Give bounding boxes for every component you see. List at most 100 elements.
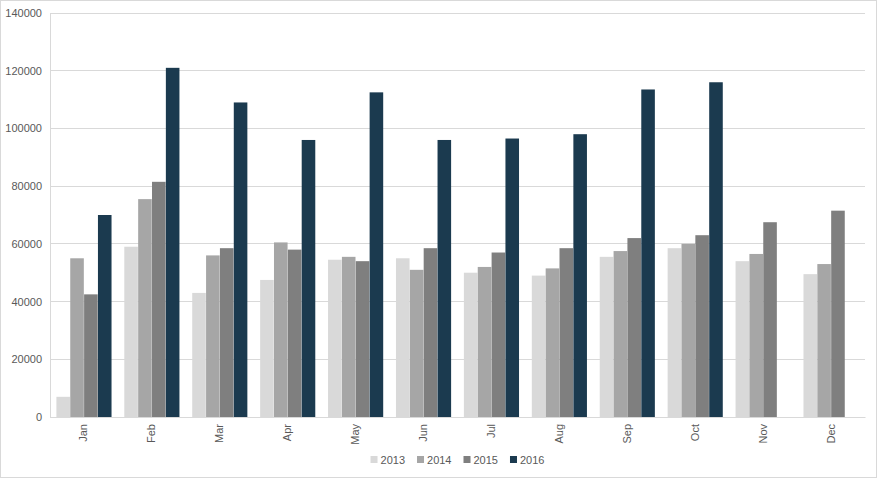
legend-swatch bbox=[371, 456, 378, 463]
y-tick: 120000 bbox=[5, 65, 50, 77]
x-tick-label: Sep bbox=[621, 424, 633, 444]
bar bbox=[98, 215, 112, 417]
bar bbox=[505, 139, 519, 417]
chart: 0 20000 40000 60000 80000 100000 120000 140000 J… bbox=[0, 0, 877, 478]
legend-swatch bbox=[417, 456, 424, 463]
grid-line bbox=[50, 13, 865, 14]
bar bbox=[84, 294, 98, 417]
legend-swatch bbox=[464, 456, 471, 463]
x-tick-label: Mar bbox=[213, 424, 225, 443]
grid bbox=[50, 13, 865, 417]
legend-item: 2015 bbox=[464, 454, 498, 466]
y-tick-label: 0 bbox=[36, 411, 42, 423]
bar bbox=[763, 222, 777, 417]
plot: 0 20000 40000 60000 80000 100000 120000 140000 J… bbox=[5, 7, 865, 445]
y-axis-line bbox=[50, 14, 51, 418]
bar bbox=[220, 248, 234, 417]
bar bbox=[424, 248, 438, 417]
x-tick-label: Feb bbox=[145, 424, 157, 443]
bar bbox=[478, 267, 492, 417]
x-tick: Sep bbox=[621, 417, 633, 444]
x-tick: Aug bbox=[553, 417, 565, 444]
legend-label: 2016 bbox=[520, 454, 544, 466]
bar bbox=[641, 89, 655, 417]
x-tick: Mar bbox=[213, 417, 225, 443]
y-tick: 40000 bbox=[11, 296, 50, 308]
bars bbox=[56, 68, 844, 417]
bar bbox=[438, 140, 452, 417]
x-tick-label: Apr bbox=[281, 424, 293, 441]
y-tick: 140000 bbox=[5, 7, 50, 19]
bar bbox=[817, 264, 831, 417]
bar bbox=[668, 248, 682, 417]
bar bbox=[410, 270, 424, 417]
bar bbox=[138, 199, 152, 417]
legend-label: 2014 bbox=[427, 454, 451, 466]
y-tick: 100000 bbox=[5, 122, 50, 134]
y-axis: 0 20000 40000 60000 80000 100000 120000 140000 bbox=[5, 7, 50, 423]
bar bbox=[396, 258, 410, 417]
bar bbox=[749, 254, 763, 417]
x-tick-label: Nov bbox=[757, 424, 769, 444]
bar bbox=[573, 134, 587, 417]
bar bbox=[56, 397, 70, 417]
y-tick-label: 40000 bbox=[11, 296, 42, 308]
y-tick: 80000 bbox=[11, 180, 50, 192]
x-axis: Jan Feb Mar Apr May Jun Jul Aug Sep Oct Nov Dec bbox=[51, 417, 866, 445]
bar bbox=[627, 238, 641, 417]
x-tick: Nov bbox=[757, 417, 769, 444]
y-tick-label: 20000 bbox=[11, 353, 42, 365]
legend: 2013 2014 2015 2016 bbox=[371, 454, 545, 466]
bar bbox=[831, 211, 845, 417]
x-tick: Jan bbox=[77, 417, 89, 442]
chart-border bbox=[1, 1, 877, 478]
x-tick-label: May bbox=[349, 424, 361, 445]
bar bbox=[234, 102, 248, 417]
y-tick-label: 60000 bbox=[11, 238, 42, 250]
y-tick: 20000 bbox=[11, 353, 50, 365]
y-tick: 60000 bbox=[11, 238, 50, 250]
bar bbox=[464, 273, 478, 417]
bar bbox=[70, 258, 84, 417]
bar bbox=[614, 251, 628, 417]
bar bbox=[288, 250, 302, 417]
bar bbox=[192, 293, 206, 417]
bar bbox=[342, 257, 356, 417]
bar bbox=[709, 82, 723, 417]
y-tick-label: 100000 bbox=[5, 122, 42, 134]
y-tick: 0 bbox=[36, 411, 50, 423]
bar bbox=[328, 260, 342, 417]
x-tick-label: Jun bbox=[417, 424, 429, 442]
bar bbox=[681, 244, 695, 417]
x-tick: Jun bbox=[417, 417, 429, 442]
bar bbox=[206, 255, 220, 417]
legend-label: 2013 bbox=[381, 454, 405, 466]
x-tick: Jul bbox=[485, 417, 497, 438]
legend-swatch bbox=[510, 456, 517, 463]
x-tick: Feb bbox=[145, 417, 157, 443]
x-tick-label: Jan bbox=[77, 424, 89, 442]
bar bbox=[803, 274, 817, 417]
bar bbox=[532, 276, 546, 417]
bar bbox=[560, 248, 574, 417]
x-tick: Oct bbox=[689, 417, 701, 441]
bar bbox=[600, 257, 614, 417]
x-tick-label: Oct bbox=[689, 424, 701, 441]
x-tick-label: Jul bbox=[485, 424, 497, 438]
bar bbox=[152, 182, 166, 417]
bar bbox=[370, 92, 384, 417]
x-tick: Dec bbox=[825, 417, 837, 444]
x-tick-label: Aug bbox=[553, 424, 565, 444]
legend-item: 2013 bbox=[371, 454, 405, 466]
legend-item: 2016 bbox=[510, 454, 544, 466]
x-tick: Apr bbox=[281, 417, 293, 441]
bar bbox=[260, 280, 274, 417]
y-tick-label: 140000 bbox=[5, 7, 42, 19]
y-tick-label: 80000 bbox=[11, 180, 42, 192]
x-axis-line bbox=[51, 417, 866, 418]
series bbox=[98, 68, 723, 417]
legend-label: 2015 bbox=[474, 454, 498, 466]
series bbox=[84, 182, 845, 417]
legend-item: 2014 bbox=[417, 454, 451, 466]
bar bbox=[492, 253, 506, 417]
